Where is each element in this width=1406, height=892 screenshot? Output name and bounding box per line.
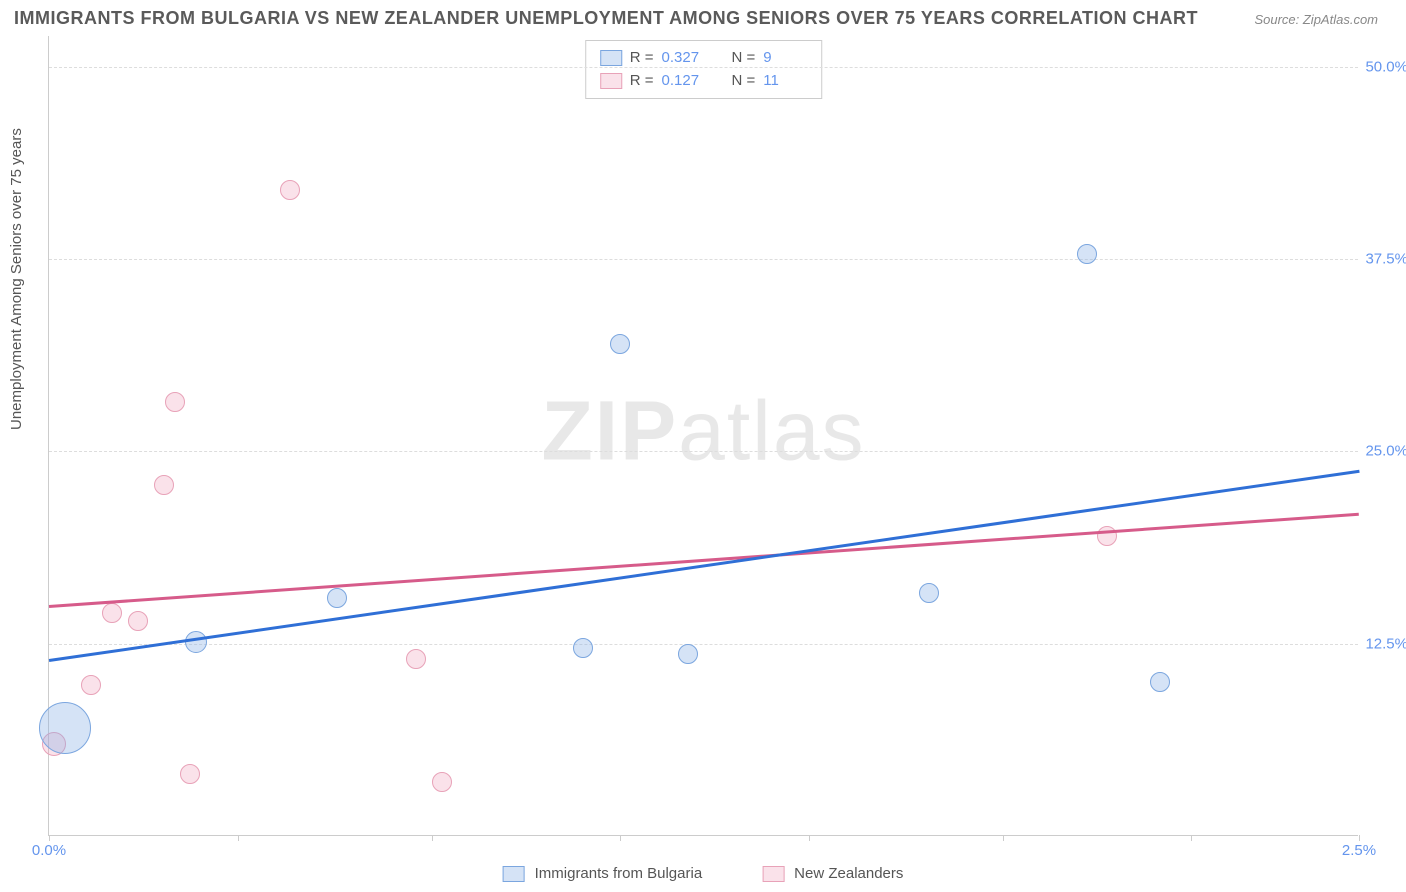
data-point-blue (1077, 244, 1097, 264)
trendline-pink (49, 513, 1359, 608)
y-tick-label: 50.0% (1365, 58, 1406, 75)
data-point-pink (280, 180, 300, 200)
legend-item-pink: New Zealanders (762, 865, 903, 882)
gridline (49, 451, 1358, 452)
data-point-pink (154, 475, 174, 495)
data-point-pink (102, 603, 122, 623)
legend-item-blue: Immigrants from Bulgaria (503, 865, 703, 882)
data-point-pink (81, 675, 101, 695)
data-point-pink (406, 649, 426, 669)
legend-label-blue: Immigrants from Bulgaria (535, 865, 703, 882)
x-tick-mark (1191, 835, 1192, 841)
data-point-pink (128, 611, 148, 631)
r-value-pink: 0.127 (662, 70, 706, 93)
x-tick-mark (432, 835, 433, 841)
n-label: N = (732, 70, 756, 93)
data-point-blue (610, 334, 630, 354)
data-point-blue (185, 631, 207, 653)
stats-row-pink: R = 0.127 N = 11 (600, 70, 808, 93)
data-point-blue (919, 583, 939, 603)
swatch-blue-icon (503, 866, 525, 882)
watermark-bold: ZIP (541, 383, 678, 477)
trendline-blue (49, 470, 1359, 662)
swatch-pink-icon (600, 73, 622, 89)
y-tick-label: 25.0% (1365, 443, 1406, 460)
y-tick-label: 12.5% (1365, 635, 1406, 652)
data-point-blue (327, 588, 347, 608)
data-point-pink (432, 772, 452, 792)
data-point-pink (165, 392, 185, 412)
chart-title: IMMIGRANTS FROM BULGARIA VS NEW ZEALANDE… (14, 8, 1198, 29)
x-tick-mark (809, 835, 810, 841)
x-tick-mark (1359, 835, 1360, 841)
watermark-text: ZIPatlas (541, 382, 865, 479)
x-tick-mark (238, 835, 239, 841)
swatch-blue-icon (600, 50, 622, 66)
swatch-pink-icon (762, 866, 784, 882)
n-value-pink: 11 (763, 70, 807, 93)
data-point-blue (1150, 672, 1170, 692)
scatter-plot-area: ZIPatlas R = 0.327 N = 9 R = 0.127 N = 1… (48, 36, 1358, 836)
gridline (49, 67, 1358, 68)
x-tick-mark (49, 835, 50, 841)
y-axis-label: Unemployment Among Seniors over 75 years (8, 128, 25, 430)
watermark-thin: atlas (678, 383, 865, 477)
x-tick-mark (1003, 835, 1004, 841)
bottom-legend: Immigrants from Bulgaria New Zealanders (503, 865, 904, 882)
data-point-blue (678, 644, 698, 664)
stats-legend-box: R = 0.327 N = 9 R = 0.127 N = 11 (585, 40, 823, 99)
x-tick-label-left: 0.0% (32, 842, 66, 859)
data-point-blue (39, 702, 91, 754)
data-point-pink (180, 764, 200, 784)
gridline (49, 644, 1358, 645)
legend-label-pink: New Zealanders (794, 865, 903, 882)
x-tick-label-right: 2.5% (1342, 842, 1376, 859)
x-tick-mark (620, 835, 621, 841)
y-tick-label: 37.5% (1365, 251, 1406, 268)
source-attribution: Source: ZipAtlas.com (1254, 12, 1378, 27)
data-point-blue (573, 638, 593, 658)
r-label: R = (630, 70, 654, 93)
gridline (49, 259, 1358, 260)
